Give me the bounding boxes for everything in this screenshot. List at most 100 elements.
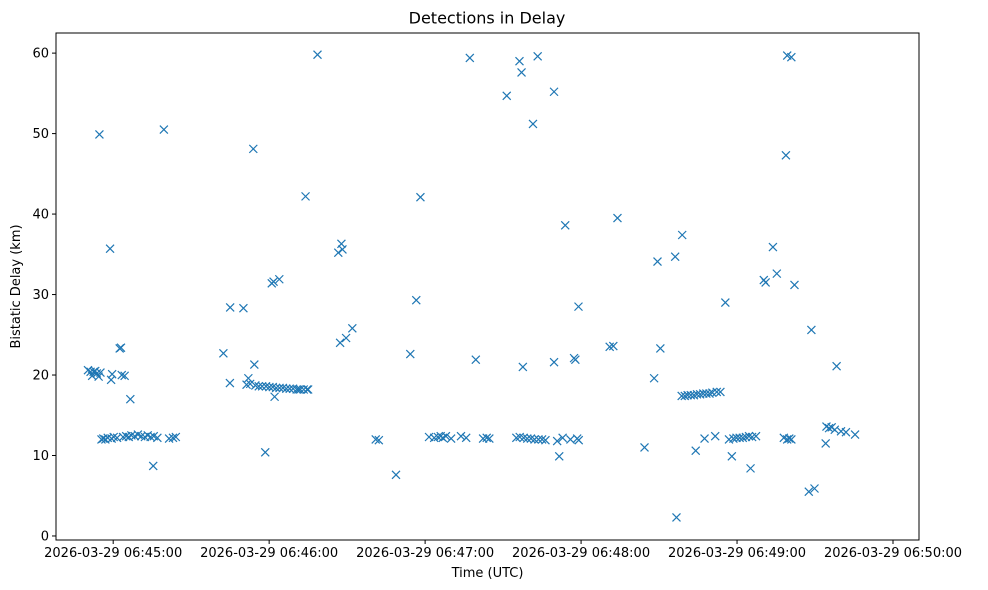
detection-marker <box>549 87 559 97</box>
detection-marker <box>570 355 580 365</box>
detection-marker <box>83 365 93 375</box>
detection-marker <box>281 384 291 394</box>
detection-marker <box>605 342 615 352</box>
detection-marker <box>148 461 158 471</box>
detection-marker <box>333 248 343 258</box>
detection-marker <box>746 463 755 473</box>
y-tick-label: 60 <box>32 47 49 62</box>
detection-marker <box>574 302 583 312</box>
detection-marker <box>744 431 754 441</box>
detection-marker <box>705 389 714 398</box>
detection-marker <box>786 434 796 444</box>
detection-marker <box>465 53 475 63</box>
detection-marker <box>446 434 456 444</box>
detection-marker <box>391 470 401 480</box>
detection-marker <box>484 434 494 444</box>
detection-marker <box>710 431 720 441</box>
detection-marker <box>411 295 421 305</box>
detection-marker <box>270 392 280 402</box>
detection-marker <box>613 213 622 223</box>
detection-marker <box>245 379 255 389</box>
detection-marker <box>511 433 521 443</box>
detection-marker <box>554 451 564 461</box>
detection-marker <box>456 431 466 441</box>
detection-marker <box>784 434 794 444</box>
detection-marker <box>416 192 425 202</box>
detection-marker <box>772 269 782 279</box>
detection-marker <box>242 380 251 390</box>
detection-marker <box>171 432 181 442</box>
detection-marker <box>515 56 524 66</box>
detection-marker <box>117 370 127 380</box>
detection-marker <box>260 447 270 457</box>
x-tick-label: 2026-03-29 06:46:00 <box>200 546 338 561</box>
plot-area-frame <box>55 32 920 541</box>
detection-marker <box>715 387 725 397</box>
detection-marker <box>700 434 709 444</box>
detection-marker <box>285 384 295 394</box>
detection-marker <box>782 434 792 444</box>
detection-marker <box>534 434 543 444</box>
detection-marker <box>677 230 687 240</box>
detection-marker <box>821 439 831 448</box>
detection-marker <box>655 344 665 353</box>
detection-marker <box>558 433 568 443</box>
detection-marker <box>522 434 532 444</box>
detection-marker <box>502 91 512 101</box>
detection-marker <box>371 434 381 444</box>
x-axis-ticks: 2026-03-29 06:45:00 2026-03-29 06:46:00 20… <box>44 540 962 561</box>
x-tick-label: 2026-03-29 06:47:00 <box>356 546 494 561</box>
detection-marker <box>257 381 267 391</box>
detection-marker <box>683 390 693 400</box>
detection-marker <box>159 125 169 134</box>
x-tick-label: 2026-03-29 06:50:00 <box>824 546 962 561</box>
detection-marker <box>471 355 481 365</box>
detection-marker <box>225 302 235 312</box>
y-tick-label: 40 <box>32 208 49 223</box>
detection-marker <box>295 385 305 394</box>
detection-marker <box>804 487 814 497</box>
detection-marker <box>248 144 258 154</box>
detection-marker <box>530 434 539 444</box>
detection-marker <box>528 119 538 129</box>
detection-marker <box>482 433 492 443</box>
detection-marker <box>441 431 451 441</box>
detection-marker <box>786 52 796 62</box>
detection-marker <box>461 433 471 443</box>
detection-marker <box>712 387 722 397</box>
detection-marker <box>519 433 529 443</box>
detection-marker <box>271 383 281 393</box>
y-tick-label: 50 <box>32 127 49 142</box>
detection-marker <box>608 341 618 351</box>
detection-marker <box>405 349 415 359</box>
detection-marker <box>116 343 126 353</box>
x-tick-label: 2026-03-29 06:48:00 <box>512 546 650 561</box>
detection-marker <box>727 451 737 461</box>
detection-marker <box>168 433 178 443</box>
detection-marker <box>152 433 162 443</box>
y-tick-label: 0 <box>41 529 49 544</box>
detection-marker <box>335 338 345 348</box>
y-axis-ticks: 0 10 20 30 40 50 60 <box>32 47 56 544</box>
detection-marker <box>313 50 322 60</box>
detection-marker <box>841 427 851 437</box>
detection-marker <box>574 435 584 445</box>
detection-marker <box>429 433 439 443</box>
detection-marker <box>120 371 130 381</box>
detection-marker <box>303 385 313 394</box>
detection-marker <box>526 434 536 444</box>
x-tick-label: 2026-03-29 06:45:00 <box>44 546 182 561</box>
detection-marker <box>541 435 550 445</box>
detection-marker <box>96 368 105 378</box>
data-markers <box>83 50 860 522</box>
detection-marker <box>741 432 751 442</box>
detection-marker <box>781 150 791 160</box>
detection-marker <box>341 333 351 343</box>
detection-marker <box>301 191 310 201</box>
detection-marker <box>790 280 799 290</box>
detection-marker <box>90 366 100 376</box>
detection-marker <box>225 378 235 388</box>
detection-marker <box>552 436 562 446</box>
